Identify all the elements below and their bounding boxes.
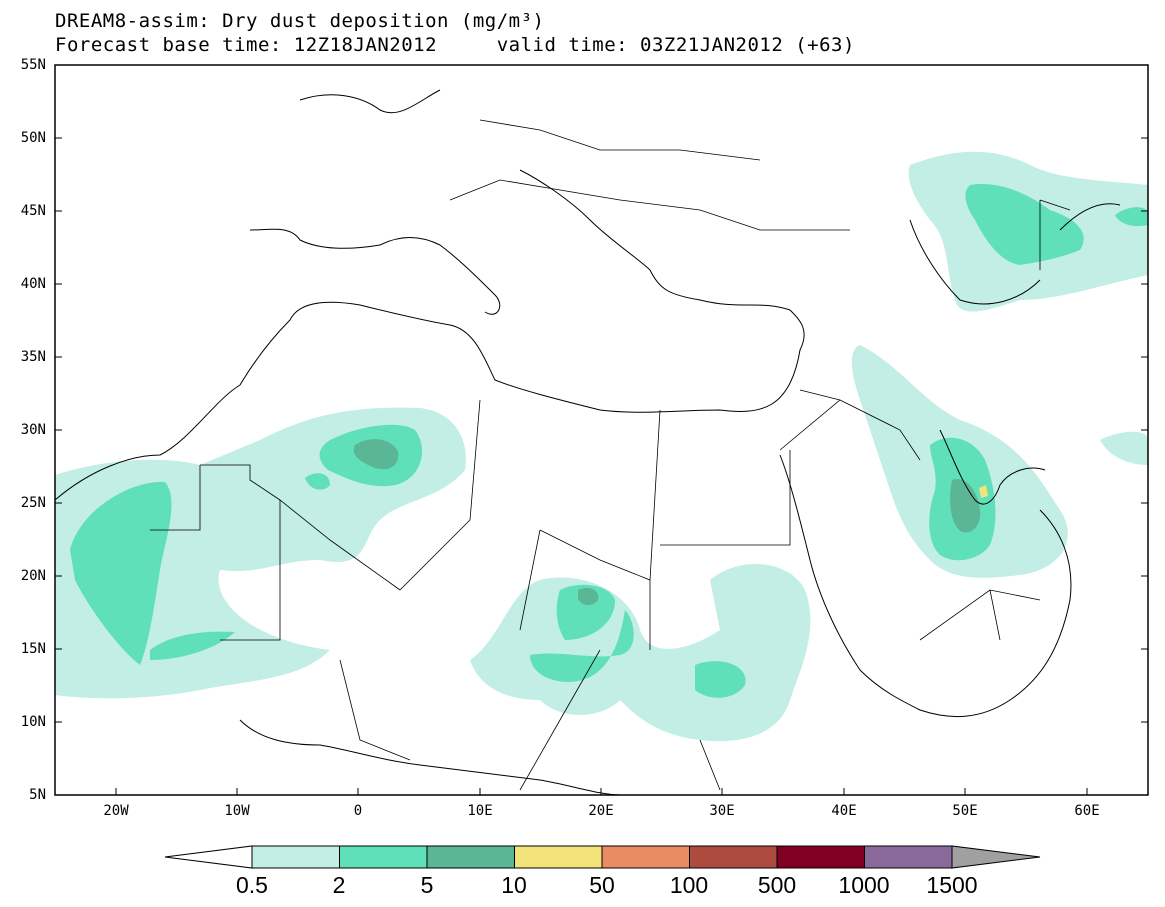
lon-label-10w: 10W	[224, 803, 250, 819]
map-title: DREAM8-assim: Dry dust deposition (mg/m³…	[55, 10, 545, 32]
dust-level-2-areas	[70, 184, 1148, 698]
colorbar-label-500: 500	[757, 872, 797, 898]
colorbar-label-0-5: 0.5	[236, 872, 268, 898]
dust-level-0-5-areas	[55, 151, 1148, 742]
lon-label-40e: 40E	[831, 803, 857, 819]
lon-label-10e: 10E	[467, 803, 493, 819]
lat-label-35n: 35N	[20, 349, 46, 365]
colorbar-swatch-5	[426, 845, 515, 869]
colorbar-swatch-1000	[864, 845, 953, 869]
lon-label-60e: 60E	[1074, 803, 1100, 819]
lon-label-20e: 20E	[588, 803, 614, 819]
lat-label-30n: 30N	[20, 422, 46, 438]
colorbar-label-5: 5	[420, 872, 434, 898]
colorbar-label-1500: 1500	[926, 872, 978, 898]
lat-label-5n: 5N	[29, 787, 46, 803]
colorbar-label-100: 100	[669, 872, 709, 898]
colorbar-swatch-500	[776, 845, 865, 869]
colorbar-label-1000: 1000	[838, 872, 890, 898]
colorbar-over-arrow	[951, 845, 1041, 869]
colorbar-swatch-100	[689, 845, 778, 869]
lon-label-20w: 20W	[103, 803, 129, 819]
lat-label-55n: 55N	[20, 57, 46, 73]
lat-label-40n: 40N	[20, 276, 46, 292]
lat-label-50n: 50N	[20, 130, 46, 146]
colorbar-swatch-10	[514, 845, 603, 869]
axis-ticks	[55, 64, 1148, 795]
country-borders	[150, 119, 1071, 791]
lon-label-30e: 30E	[709, 803, 735, 819]
lon-label-0: 0	[353, 803, 363, 819]
colorbar	[164, 845, 1041, 869]
colorbar-swatch-0-5	[251, 845, 340, 869]
colorbar-swatch-2	[339, 845, 428, 869]
lat-label-25n: 25N	[20, 495, 46, 511]
colorbar-swatch-50	[601, 845, 690, 869]
dust-level-5-areas	[353, 439, 981, 606]
colorbar-under-arrow	[164, 845, 253, 869]
lat-label-15n: 15N	[20, 641, 46, 657]
colorbar-label-50: 50	[589, 872, 615, 898]
coastlines	[55, 89, 1121, 795]
dust-level-10-area	[979, 485, 988, 498]
colorbar-label-2: 2	[332, 872, 346, 898]
lat-label-10n: 10N	[20, 714, 46, 730]
lat-label-45n: 45N	[20, 203, 46, 219]
lon-label-50e: 50E	[952, 803, 978, 819]
lat-label-20n: 20N	[20, 568, 46, 584]
colorbar-label-10: 10	[501, 872, 527, 898]
forecast-time-line: Forecast base time: 12Z18JAN2012 valid t…	[55, 34, 855, 56]
